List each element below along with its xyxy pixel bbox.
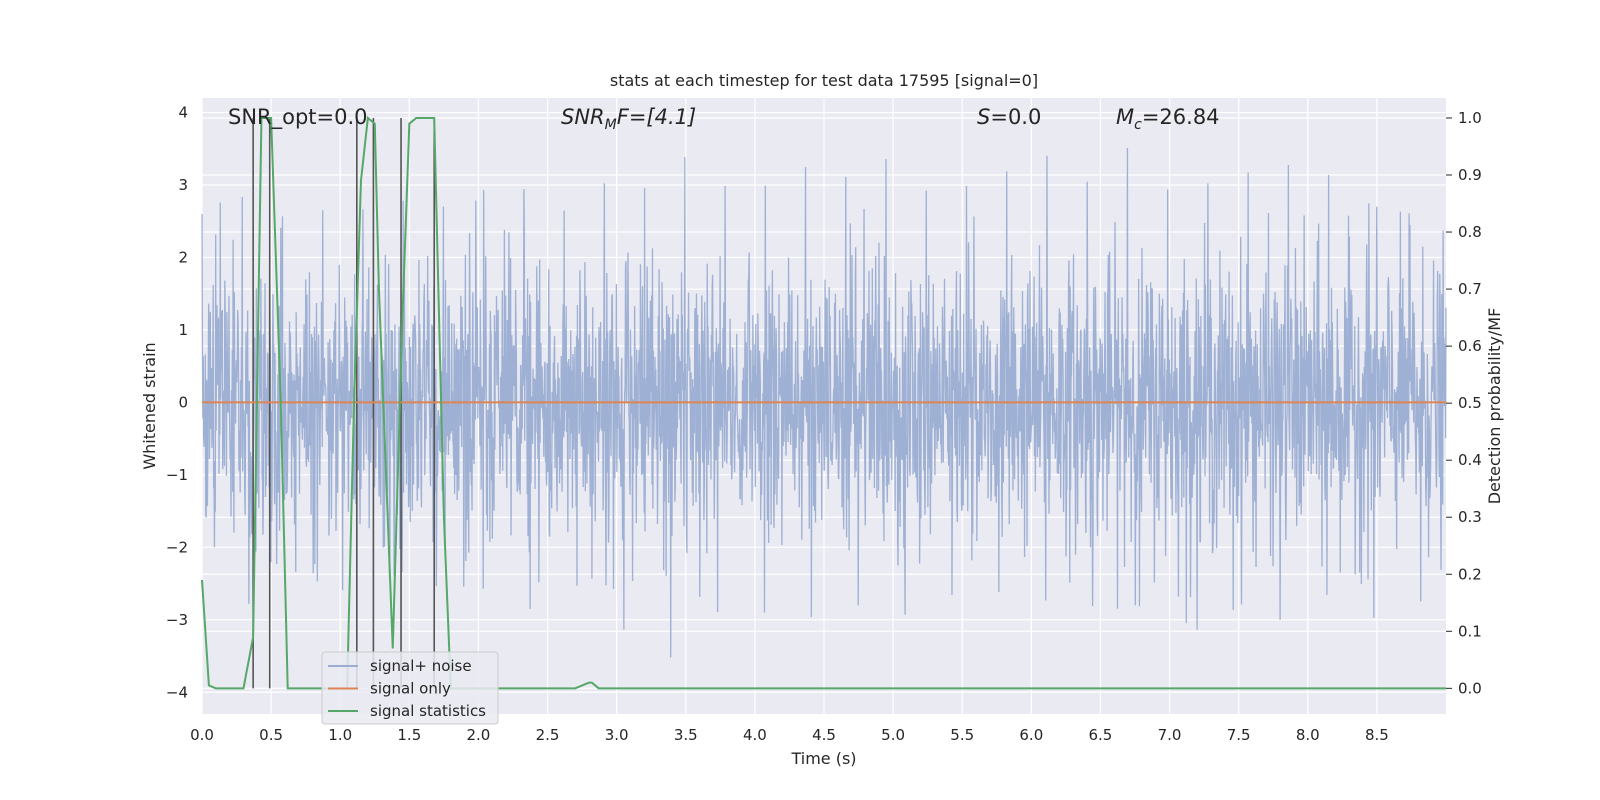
x-tick-label: 2.5 [536,726,560,744]
annotation-mc-sub: c [1134,117,1142,133]
x-tick-label: 5.0 [881,726,905,744]
x-tick-label: 0.0 [190,726,214,744]
y-left-axis-ticks: 4 3 2 1 0 −1 −2 −3 −4 [166,103,188,701]
legend: signal+ noise signal only signal statist… [321,651,499,725]
noise-line [201,147,1447,658]
annotation-snr-mf-sub: M [605,117,617,133]
chart-title: stats at each timestep for test data 175… [610,71,1038,90]
x-tick-label: 7.5 [1227,726,1251,744]
y-right-axis-label: Detection probability/MF [1485,308,1504,505]
x-axis-label: Time (s) [790,749,856,768]
annotation-snr-opt: SNR_opt=0.0 [228,105,368,130]
y-right-tick-label: 0.1 [1458,622,1482,640]
y-right-tick-label: 0.6 [1458,337,1482,355]
y-right-tick-label: 0.8 [1458,223,1482,241]
annotation-snr-mf-prefix: SNR [561,105,605,129]
x-tick-label: 3.0 [605,726,629,744]
y-right-tick-label: 0.3 [1458,508,1482,526]
x-tick-label: 8.5 [1365,726,1389,744]
signal-statistics-line [201,116,1446,690]
y-right-tick-label: 0.5 [1458,394,1482,412]
y-left-tick-label: 0 [178,393,188,411]
x-tick-label: 2.0 [467,726,491,744]
x-tick-label: 7.0 [1158,726,1182,744]
x-tick-label: 4.0 [743,726,767,744]
y-left-tick-label: −2 [166,538,188,556]
series-signal-statistics [201,116,1446,690]
x-axis-ticks: 0.0 0.5 1.0 1.5 2.0 2.5 3.0 3.5 4.0 4.5 5.0 5.5 6.0 6… [190,726,1389,744]
y-right-tick-label: 0.2 [1458,565,1482,583]
x-tick-label: 6.0 [1019,726,1043,744]
annotation-mc-var: M [1116,105,1134,129]
y-right-tick-label: 0.4 [1458,451,1482,469]
y-right-tick-label: 0.0 [1458,679,1482,697]
y-left-tick-label: 3 [178,176,188,194]
annotation-mc: Mc=26.84 [1116,105,1220,133]
y-left-tick-label: −1 [166,466,188,484]
annotation-mc-value: =26.84 [1142,105,1220,129]
x-tick-label: 8.0 [1296,726,1320,744]
y-left-tick-label: −4 [166,683,188,701]
y-left-tick-label: 1 [178,321,188,339]
x-tick-label: 4.5 [812,726,836,744]
x-tick-label: 3.5 [674,726,698,744]
y-right-tick-label: 0.7 [1458,280,1482,298]
x-tick-label: 0.5 [259,726,283,744]
annotation-snr-mf-suffix: F=[4.1] [617,105,696,129]
x-tick-label: 6.5 [1089,726,1113,744]
annotation-snr-mf: SNRMF=[4.1] [561,105,696,133]
x-tick-label: 1.0 [328,726,352,744]
annotation-s: S=0.0 [977,105,1041,129]
annotation-s-var: S [977,105,990,129]
y-right-axis-ticks: 1.0 0.9 0.8 0.7 0.6 0.5 0.4 0.3 0.2 0.1 0.0 [1446,109,1482,697]
y-left-tick-label: −3 [166,611,188,629]
x-tick-label: 5.5 [950,726,974,744]
y-right-tick-label: 1.0 [1458,109,1482,127]
y-left-tick-label: 4 [178,103,188,121]
y-left-axis-label: Whitened strain [140,342,159,469]
y-right-tick-label: 0.9 [1458,166,1482,184]
legend-box [321,651,499,725]
y-left-tick-label: 2 [178,248,188,266]
series-signal-noise [201,147,1447,658]
x-tick-label: 1.5 [397,726,421,744]
annotation-s-value: =0.0 [990,105,1041,129]
legend-entry-signal-only: signal only [370,680,451,698]
legend-entry-signal-noise: signal+ noise [370,657,472,675]
legend-entry-signal-statistics: signal statistics [370,702,486,720]
